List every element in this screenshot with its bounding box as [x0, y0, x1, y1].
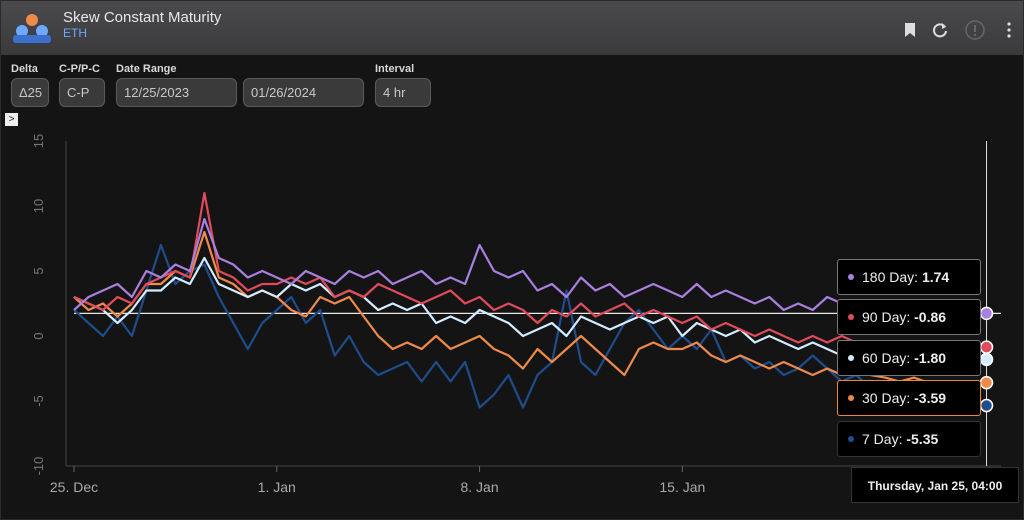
tooltip-row-30: 30 Day: -3.59 [837, 380, 981, 416]
cp-label: C-P/P-C [59, 63, 100, 75]
series-dot-icon [848, 436, 854, 442]
tooltip-90-label: 90 Day: [862, 309, 911, 325]
tooltip-30-label: 30 Day: [862, 390, 911, 406]
series-line-90-day [73, 191, 987, 351]
expand-toggle-icon[interactable]: > [5, 113, 18, 126]
y-tick-label: 10 [31, 199, 46, 213]
interval-select[interactable]: 4 hr [375, 78, 431, 107]
y-tick-label: -5 [31, 395, 46, 407]
end-marker-180-day [979, 306, 994, 321]
series-line-60-day [73, 256, 987, 361]
tooltip-7-value: -5.35 [906, 431, 939, 447]
end-marker-90-day [979, 340, 994, 354]
panel-title: Skew Constant Maturity [63, 9, 222, 26]
cp-select[interactable]: C-P [59, 78, 105, 107]
interval-label: Interval [375, 63, 415, 75]
tooltip-60-label: 60 Day: [862, 350, 911, 366]
more-vert-icon[interactable] [1000, 21, 1018, 39]
end-marker-7-day [979, 398, 994, 413]
series-dot-icon [848, 314, 854, 320]
refresh-icon[interactable] [931, 21, 949, 39]
app-logo-icon [13, 14, 51, 43]
y-tick-label: 0 [31, 332, 46, 339]
tooltip-row-7: 7 Day: -5.35 [837, 421, 981, 457]
panel-header: Skew Constant Maturity ETH [1, 1, 1023, 55]
y-tick-label: 5 [31, 267, 46, 274]
x-tick-label: 1. Jan [258, 479, 296, 495]
tooltip-60-value: -1.80 [914, 350, 947, 366]
tooltip-time-label: Thursday, Jan 25, 04:00 [851, 467, 1019, 503]
y-tick-label: -10 [31, 457, 46, 476]
tooltip-180-value: 1.74 [921, 269, 950, 285]
series-line-180-day [73, 217, 987, 325]
tooltip-row-60: 60 Day: -1.80 [837, 340, 981, 376]
tooltip-180-label: 180 Day: [862, 269, 919, 285]
end-marker-30-day [979, 375, 994, 390]
delta-select[interactable]: Δ25 [11, 78, 49, 107]
bookmark-icon[interactable] [901, 21, 919, 39]
delta-label: Delta [11, 63, 38, 75]
tooltip-row-180: 180 Day: 1.74 [837, 259, 981, 295]
info-icon[interactable] [964, 19, 986, 41]
x-tick-label: 15. Jan [659, 479, 705, 495]
end-marker-60-day [979, 352, 994, 367]
tooltip-row-90: 90 Day: -0.86 [837, 299, 981, 335]
series-dot-icon [848, 355, 854, 361]
panel-subtitle: ETH [63, 26, 87, 40]
tooltip-7-label: 7 Day: [862, 431, 903, 447]
series-dot-icon [848, 274, 854, 280]
date-range-end-input[interactable]: 01/26/2024 [243, 78, 364, 107]
series-line-7-day [73, 243, 987, 409]
tooltip-30-value: -3.59 [914, 390, 947, 406]
x-tick-label: 8. Jan [460, 479, 498, 495]
y-tick-label: 15 [31, 134, 46, 148]
series-dot-icon [848, 395, 854, 401]
date-range-label: Date Range [116, 63, 177, 75]
tooltip-90-value: -0.86 [914, 309, 947, 325]
x-tick-label: 25. Dec [50, 479, 98, 495]
series-line-30-day [73, 230, 987, 384]
date-range-start-input[interactable]: 12/25/2023 [116, 78, 237, 107]
